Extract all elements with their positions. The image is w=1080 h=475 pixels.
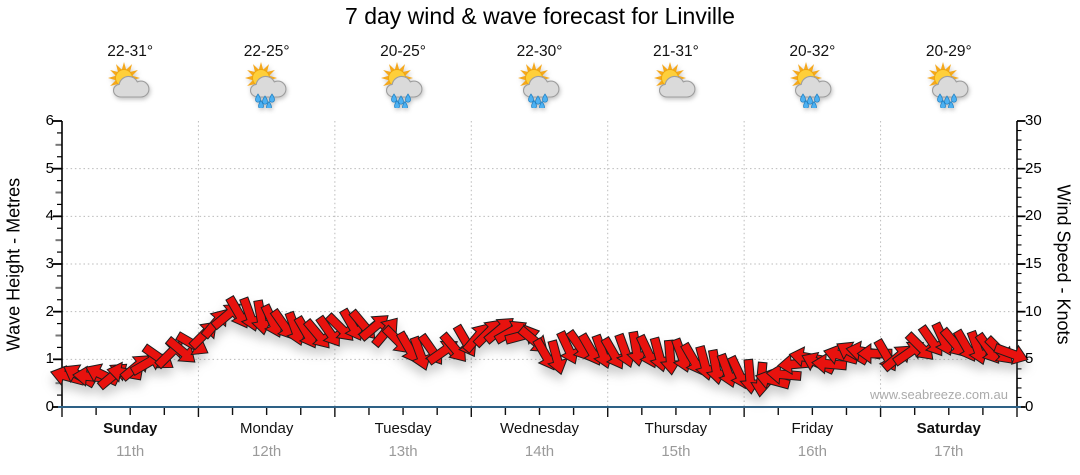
day-date: 16th	[797, 443, 827, 460]
wind-axis-tick-label: 15	[1025, 255, 1042, 272]
sun-cloud-icon	[653, 62, 699, 108]
left-axis-title: Wave Height - Metres	[3, 177, 24, 352]
day-date: 13th	[388, 443, 418, 460]
day-temperature: 20-29°	[925, 43, 972, 60]
day-name: Tuesday	[374, 420, 432, 437]
wind-axis-tick-label: 10	[1025, 302, 1042, 320]
wave-axis-tick-label: 5	[45, 159, 54, 177]
sun-cloud-rain-icon	[380, 62, 426, 111]
day-temperature: 22-30°	[516, 43, 563, 60]
wind-arrow	[409, 335, 432, 371]
wind-arrow	[556, 330, 580, 365]
wind-arrow	[993, 343, 1029, 365]
wind-arrow	[659, 339, 682, 376]
wind-axis-tick-label: 20	[1025, 207, 1042, 225]
wave-axis-tick-label: 1	[45, 350, 54, 368]
chart-title: 7 day wind & wave forecast for Linville	[345, 3, 735, 29]
wind-arrow	[547, 339, 568, 376]
day-name: Sunday	[103, 420, 158, 437]
wind-arrow	[614, 332, 637, 369]
wind-arrow	[765, 363, 802, 386]
day-name: Monday	[239, 420, 294, 437]
wind-arrow	[705, 348, 727, 386]
day-date: 14th	[524, 443, 555, 460]
wind-arrow-series	[49, 295, 1029, 398]
day-date: 12th	[252, 443, 282, 460]
wind-arrow	[600, 336, 625, 370]
wind-arrow	[904, 331, 934, 360]
day-name: Saturday	[916, 420, 981, 437]
wave-axis-tick-label: 6	[45, 112, 54, 129]
day-temperature: 20-32°	[789, 43, 836, 60]
day-temperature: 20-25°	[380, 43, 426, 60]
wind-arrow	[439, 331, 466, 362]
wave-axis-tick-label: 3	[45, 255, 54, 272]
wind-arrow	[694, 344, 716, 381]
day-name: Friday	[791, 420, 834, 437]
day-date: 15th	[661, 443, 691, 460]
wind-arrow	[966, 329, 989, 366]
wind-axis-tick-label: 5	[1025, 350, 1034, 368]
day-temperature: 22-31°	[107, 43, 154, 60]
wave-axis-tick-label: 2	[45, 302, 54, 320]
watermark: www.seabreeze.com.au	[869, 387, 1008, 402]
day-temperature: 22-25°	[243, 43, 290, 60]
sun-cloud-icon	[107, 62, 153, 108]
wind-arrow	[315, 314, 341, 347]
wind-axis-tick-label: 0	[1025, 398, 1034, 415]
day-name: Wednesday	[500, 420, 579, 437]
day-temperature: 21-31°	[653, 43, 699, 60]
sun-cloud-rain-icon	[926, 62, 972, 111]
wind-arrow	[917, 324, 943, 357]
day-date: 11th	[116, 443, 145, 460]
wind-arrow	[164, 335, 196, 363]
sun-cloud-rain-icon	[244, 62, 290, 111]
wind-arrow	[626, 330, 648, 367]
day-name: Thursday	[644, 420, 708, 437]
wind-axis-tick-label: 25	[1025, 159, 1042, 177]
wind-axis-tick-label: 30	[1025, 112, 1042, 129]
sun-cloud-rain-icon	[517, 62, 563, 111]
wave-axis-tick-label: 0	[45, 398, 54, 415]
wave-axis-tick-label: 4	[45, 207, 54, 225]
day-date: 17th	[934, 443, 964, 460]
wind-arrow	[856, 342, 893, 365]
sun-cloud-rain-icon	[789, 62, 835, 111]
right-axis-title: Wind Speed - Knots	[1053, 184, 1074, 345]
